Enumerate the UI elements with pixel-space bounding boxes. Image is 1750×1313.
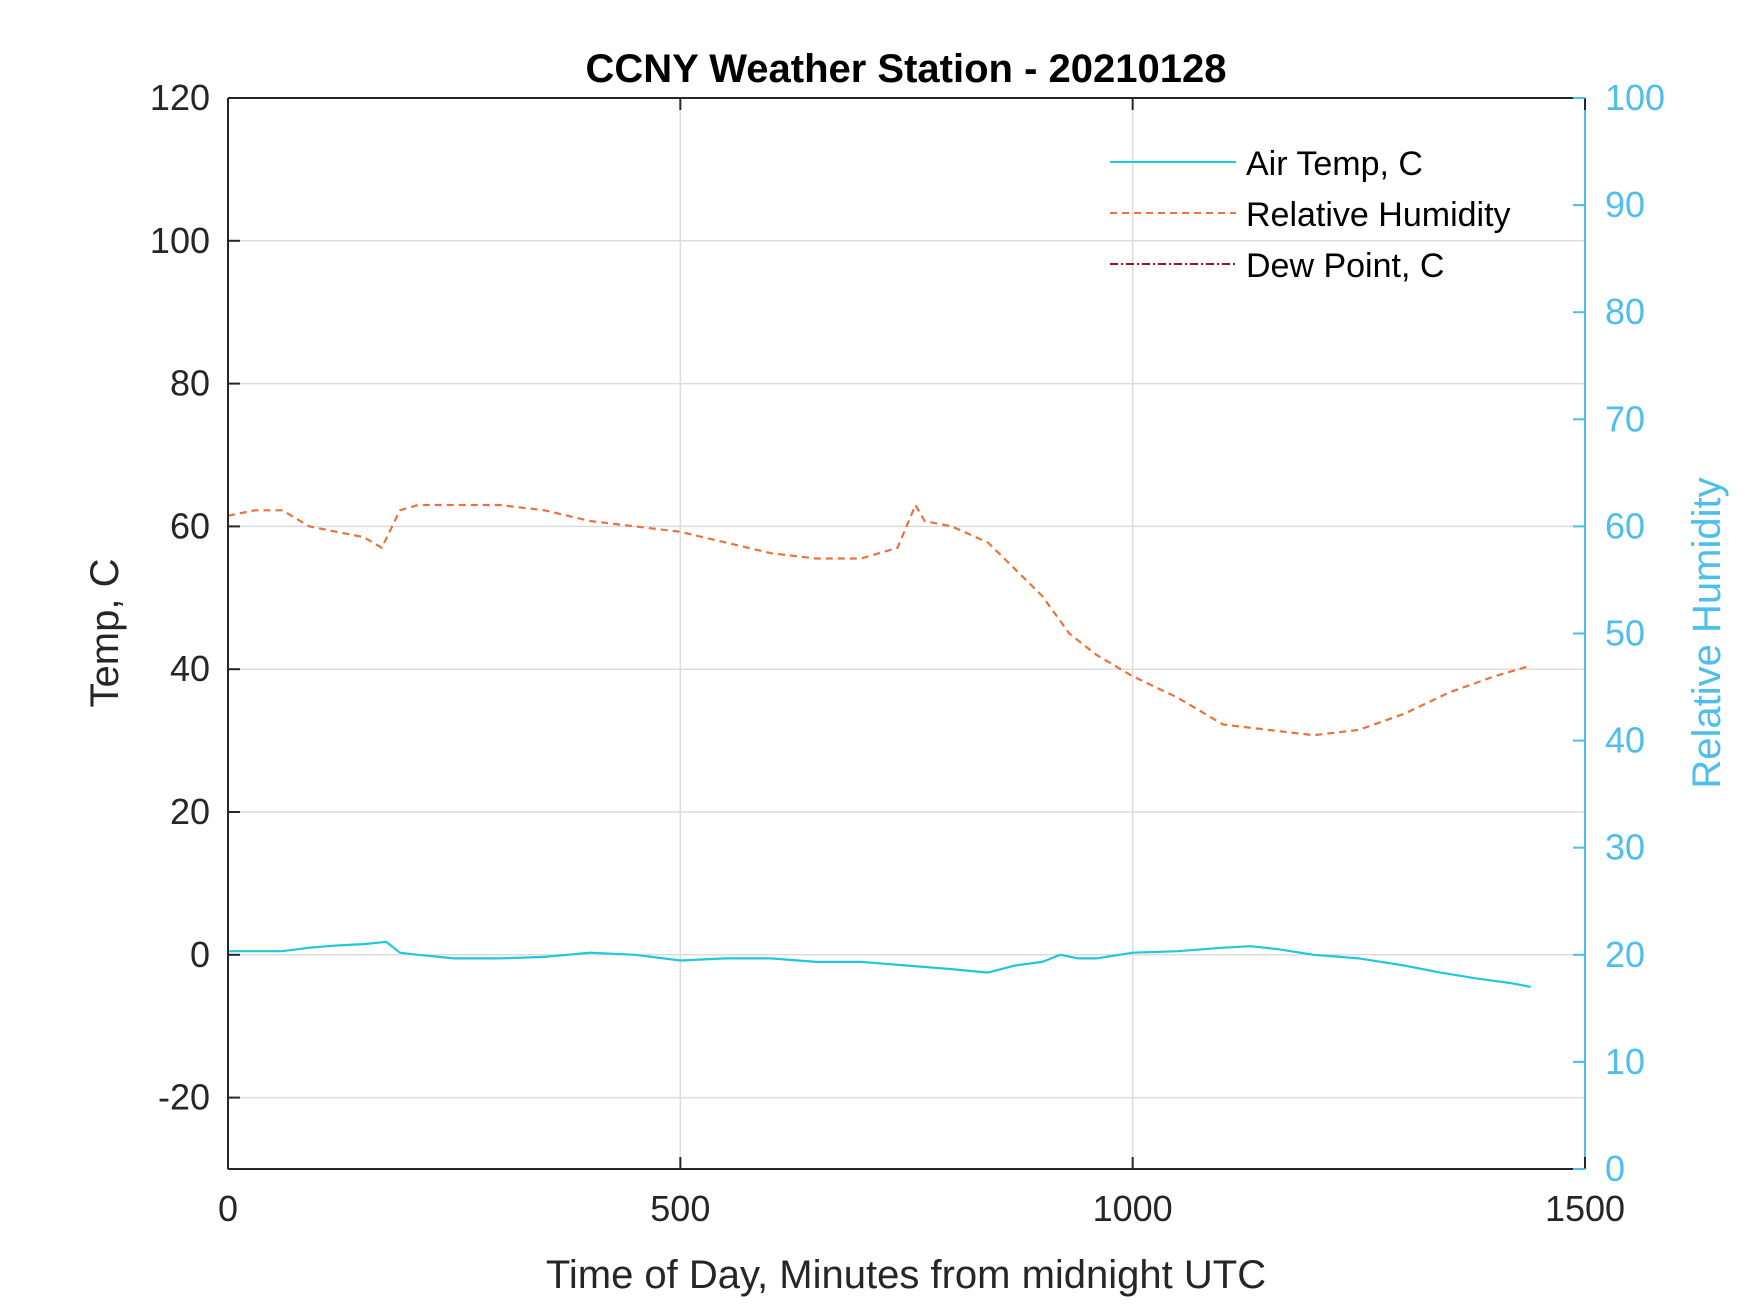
x-axis-label: Time of Day, Minutes from midnight UTC <box>546 1253 1266 1297</box>
y-tick-label-right: 20 <box>1605 934 1645 975</box>
y-tick-label-right: 90 <box>1605 184 1645 225</box>
y-tick-label-right: 0 <box>1605 1148 1625 1189</box>
y-tick-label-left: 80 <box>170 363 210 404</box>
y-tick-label-left: 20 <box>170 791 210 832</box>
series-line-air-temp-c <box>228 940 1531 988</box>
y-tick-label-left: -20 <box>158 1077 210 1118</box>
chart-title: CCNY Weather Station - 20210128 <box>586 47 1227 91</box>
series-layer <box>227 503 1532 988</box>
y-tick-label-left: 100 <box>150 220 210 261</box>
x-tick-label: 500 <box>650 1188 710 1229</box>
legend-label-dew-point: Dew Point, C <box>1246 247 1444 285</box>
y-tick-label-right: 60 <box>1605 505 1645 546</box>
y-tick-label-right: 10 <box>1605 1041 1645 1082</box>
plot-area <box>228 98 1585 1169</box>
x-tick-label: 1000 <box>1093 1188 1173 1229</box>
y-tick-label-right: 100 <box>1605 77 1665 118</box>
x-tick-label: 1500 <box>1545 1188 1625 1229</box>
y-tick-label-right: 70 <box>1605 398 1645 439</box>
series-line-relative-humidity <box>227 503 1532 737</box>
legend-label-humidity: Relative Humidity <box>1246 196 1511 234</box>
y-tick-label-left: 60 <box>170 505 210 546</box>
y-tick-label-right: 30 <box>1605 827 1645 868</box>
y-tick-label-right: 80 <box>1605 291 1645 332</box>
legend-label-air-temp: Air Temp, C <box>1246 145 1423 183</box>
y-tick-label-right: 40 <box>1605 720 1645 761</box>
y-axis-label-right: Relative Humidity <box>1685 477 1729 788</box>
x-tick-label: 0 <box>218 1188 238 1229</box>
y-tick-label-right: 50 <box>1605 613 1645 654</box>
y-tick-label-left: 0 <box>190 934 210 975</box>
ticks: 0 500 1000 1500 -20 0 20 40 60 80 100 120 0 10 20 30 40 5… <box>150 77 1665 1229</box>
y-axis-label-left: Temp, C <box>83 559 127 708</box>
legend: Air Temp, C Relative Humidity Dew Point,… <box>1110 145 1511 285</box>
y-tick-label-left: 120 <box>150 77 210 118</box>
y-tick-label-left: 40 <box>170 648 210 689</box>
